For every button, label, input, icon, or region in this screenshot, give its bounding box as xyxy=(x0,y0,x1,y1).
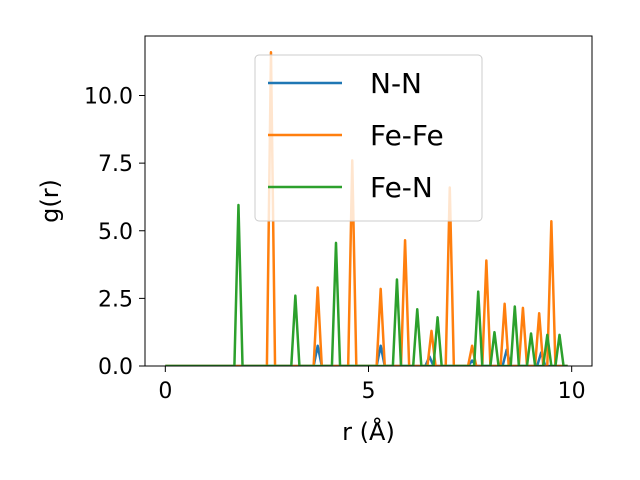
legend-label-fe-fe: Fe-Fe xyxy=(370,119,444,152)
x-axis: 0 5 10 xyxy=(158,366,586,404)
x-tick-label: 10 xyxy=(558,379,586,404)
legend: N-N Fe-Fe Fe-N xyxy=(254,54,483,222)
legend-box xyxy=(254,54,483,222)
x-axis-label: r (Å) xyxy=(342,417,395,446)
x-tick-label: 0 xyxy=(158,379,172,404)
y-tick-label: 0.0 xyxy=(98,355,133,380)
x-tick-label: 5 xyxy=(362,379,376,404)
legend-label-n-n: N-N xyxy=(370,67,422,100)
y-tick-label: 7.5 xyxy=(98,152,133,177)
legend-label-fe-n: Fe-N xyxy=(370,171,433,204)
y-axis: 0.0 2.5 5.0 7.5 10.0 xyxy=(84,85,145,380)
y-tick-label: 5.0 xyxy=(98,220,133,245)
y-tick-label: 10.0 xyxy=(84,85,133,110)
y-tick-label: 2.5 xyxy=(98,287,133,312)
y-axis-label: g(r) xyxy=(36,179,64,223)
